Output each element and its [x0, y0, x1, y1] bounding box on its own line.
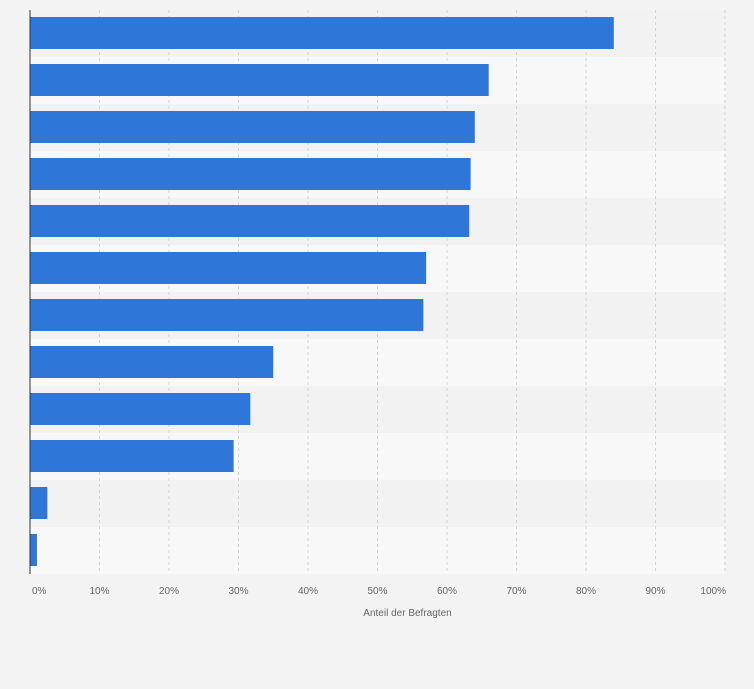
x-tick-label: 90% — [645, 586, 665, 597]
x-tick-labels: 0% 10% 20% 30% 40% 50% 60% 70% 80% 90% 100% — [32, 586, 726, 597]
x-tick-label: 50% — [367, 586, 387, 597]
x-tick-label: 40% — [298, 586, 318, 597]
bar — [30, 487, 48, 519]
x-axis-title: Anteil der Befragten — [363, 608, 451, 619]
x-tick-label: 20% — [159, 586, 179, 597]
bar — [30, 252, 427, 284]
bar — [30, 534, 37, 566]
gridlines — [99, 10, 726, 574]
x-tick-label: 10% — [89, 586, 109, 597]
bar — [30, 299, 424, 331]
x-tick-label: 80% — [576, 586, 596, 597]
bars — [30, 17, 614, 566]
bar — [30, 111, 475, 143]
bar — [30, 346, 274, 378]
bar — [30, 205, 470, 237]
x-tick-label: 30% — [228, 586, 248, 597]
bar — [30, 17, 614, 49]
bar — [30, 158, 471, 190]
x-tick-label: 0% — [32, 586, 47, 597]
bar — [30, 64, 489, 96]
x-tick-label: 60% — [437, 586, 457, 597]
x-tick-label: 100% — [700, 586, 726, 597]
bar — [30, 393, 251, 425]
x-tick-label: 70% — [506, 586, 526, 597]
bar — [30, 440, 234, 472]
